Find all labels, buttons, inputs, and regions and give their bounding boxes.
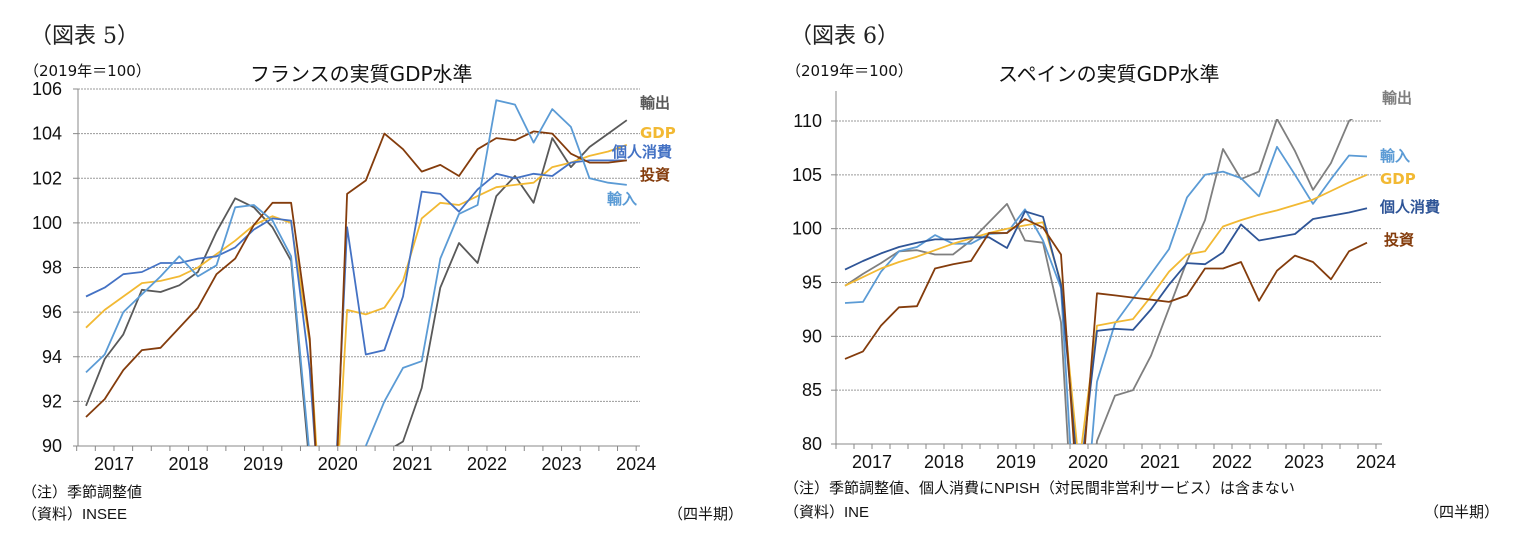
legend-label: 輸入	[607, 190, 637, 208]
x-tick-label: 2017	[852, 452, 892, 472]
chart-title-right: スペインの実質GDP水準	[998, 62, 1220, 86]
y-tick-label: 102	[32, 168, 62, 188]
x-tick-label: 2019	[243, 454, 283, 474]
chart-title-left: フランスの実質GDP水準	[250, 62, 473, 86]
x-tick-label: 2021	[1140, 452, 1180, 472]
y-tick-label: 90	[42, 436, 62, 456]
series-line-輸入	[844, 145, 1368, 444]
legend-label: GDP	[640, 124, 676, 142]
y-tick-label: 104	[32, 124, 62, 144]
x-tick-label: 2024	[616, 454, 656, 474]
x-tick-label: 2020	[1068, 452, 1108, 472]
series-line-GDP	[844, 173, 1368, 444]
legend-label: 輸入	[1380, 147, 1410, 165]
series-line-輸入	[85, 99, 627, 446]
legend-label: 個人消費	[611, 143, 672, 161]
y-tick-label: 96	[42, 302, 62, 322]
source-left: （資料）INSEE	[22, 506, 128, 523]
series-line-個人消費	[85, 159, 627, 446]
series-line-輸出	[85, 119, 628, 446]
legend-label: 輸出	[640, 94, 670, 112]
chart-spain: 80 85 90 95 100 105 110 2017 2018 2019 2020 2021 202…	[792, 89, 1440, 472]
unit-label-left: （2019年＝100）	[24, 62, 151, 80]
y-tick-label: 105	[792, 165, 822, 185]
x-tick-label: 2022	[467, 454, 507, 474]
y-tick-label: 94	[42, 347, 62, 367]
y-tick-label: 100	[792, 219, 822, 239]
source-right: （資料）INE	[784, 504, 870, 521]
y-tick-label: 80	[802, 434, 822, 454]
x-tick-label: 2023	[542, 454, 582, 474]
series-line-投資	[844, 218, 1368, 444]
legend-label: 投資	[1384, 231, 1414, 249]
y-tick-label: 92	[42, 391, 62, 411]
y-tick-label: 110	[793, 111, 822, 131]
y-tick-label: 95	[802, 273, 822, 293]
y-tick-label: 98	[42, 258, 62, 278]
xlabel-left: （四半期）	[668, 506, 744, 523]
unit-label-right: （2019年＝100）	[786, 62, 913, 80]
x-tick-label: 2021	[392, 454, 432, 474]
legend-label: 個人消費	[1379, 198, 1440, 216]
x-tick-label: 2018	[169, 454, 209, 474]
y-tick-label: 106	[32, 79, 62, 99]
figure-label-left: （図表 5）	[30, 24, 139, 49]
x-tick-label: 2019	[996, 452, 1036, 472]
x-tick-label: 2023	[1284, 452, 1324, 472]
x-tick-label: 2024	[1356, 452, 1396, 472]
y-tick-label: 100	[32, 213, 62, 233]
series-line-輸出	[844, 119, 1354, 444]
note-left: （注）季節調整値	[22, 484, 143, 501]
y-tick-label: 85	[802, 380, 822, 400]
legend-label: 投資	[640, 166, 670, 184]
legend-label: 輸出	[1382, 89, 1412, 107]
series-line-GDP	[85, 143, 628, 446]
series-line-投資	[85, 130, 627, 446]
y-tick-label: 90	[802, 326, 822, 346]
x-tick-label: 2018	[924, 452, 964, 472]
series-line-個人消費	[844, 207, 1368, 444]
chart-france: 90 92 94 96 98 100 102 104 106 2017 2018 2019 2020 20…	[32, 79, 676, 474]
x-tick-label: 2020	[318, 454, 358, 474]
x-tick-label: 2022	[1212, 452, 1252, 472]
legend-label: GDP	[1380, 170, 1416, 188]
xlabel-right: （四半期）	[1424, 504, 1500, 521]
x-tick-label: 2017	[94, 454, 134, 474]
figure-label-right: （図表 6）	[790, 24, 899, 49]
note-right: （注）季節調整値、個人消費にNPISH（対民間非営利サービス）は含まない	[784, 480, 1295, 497]
